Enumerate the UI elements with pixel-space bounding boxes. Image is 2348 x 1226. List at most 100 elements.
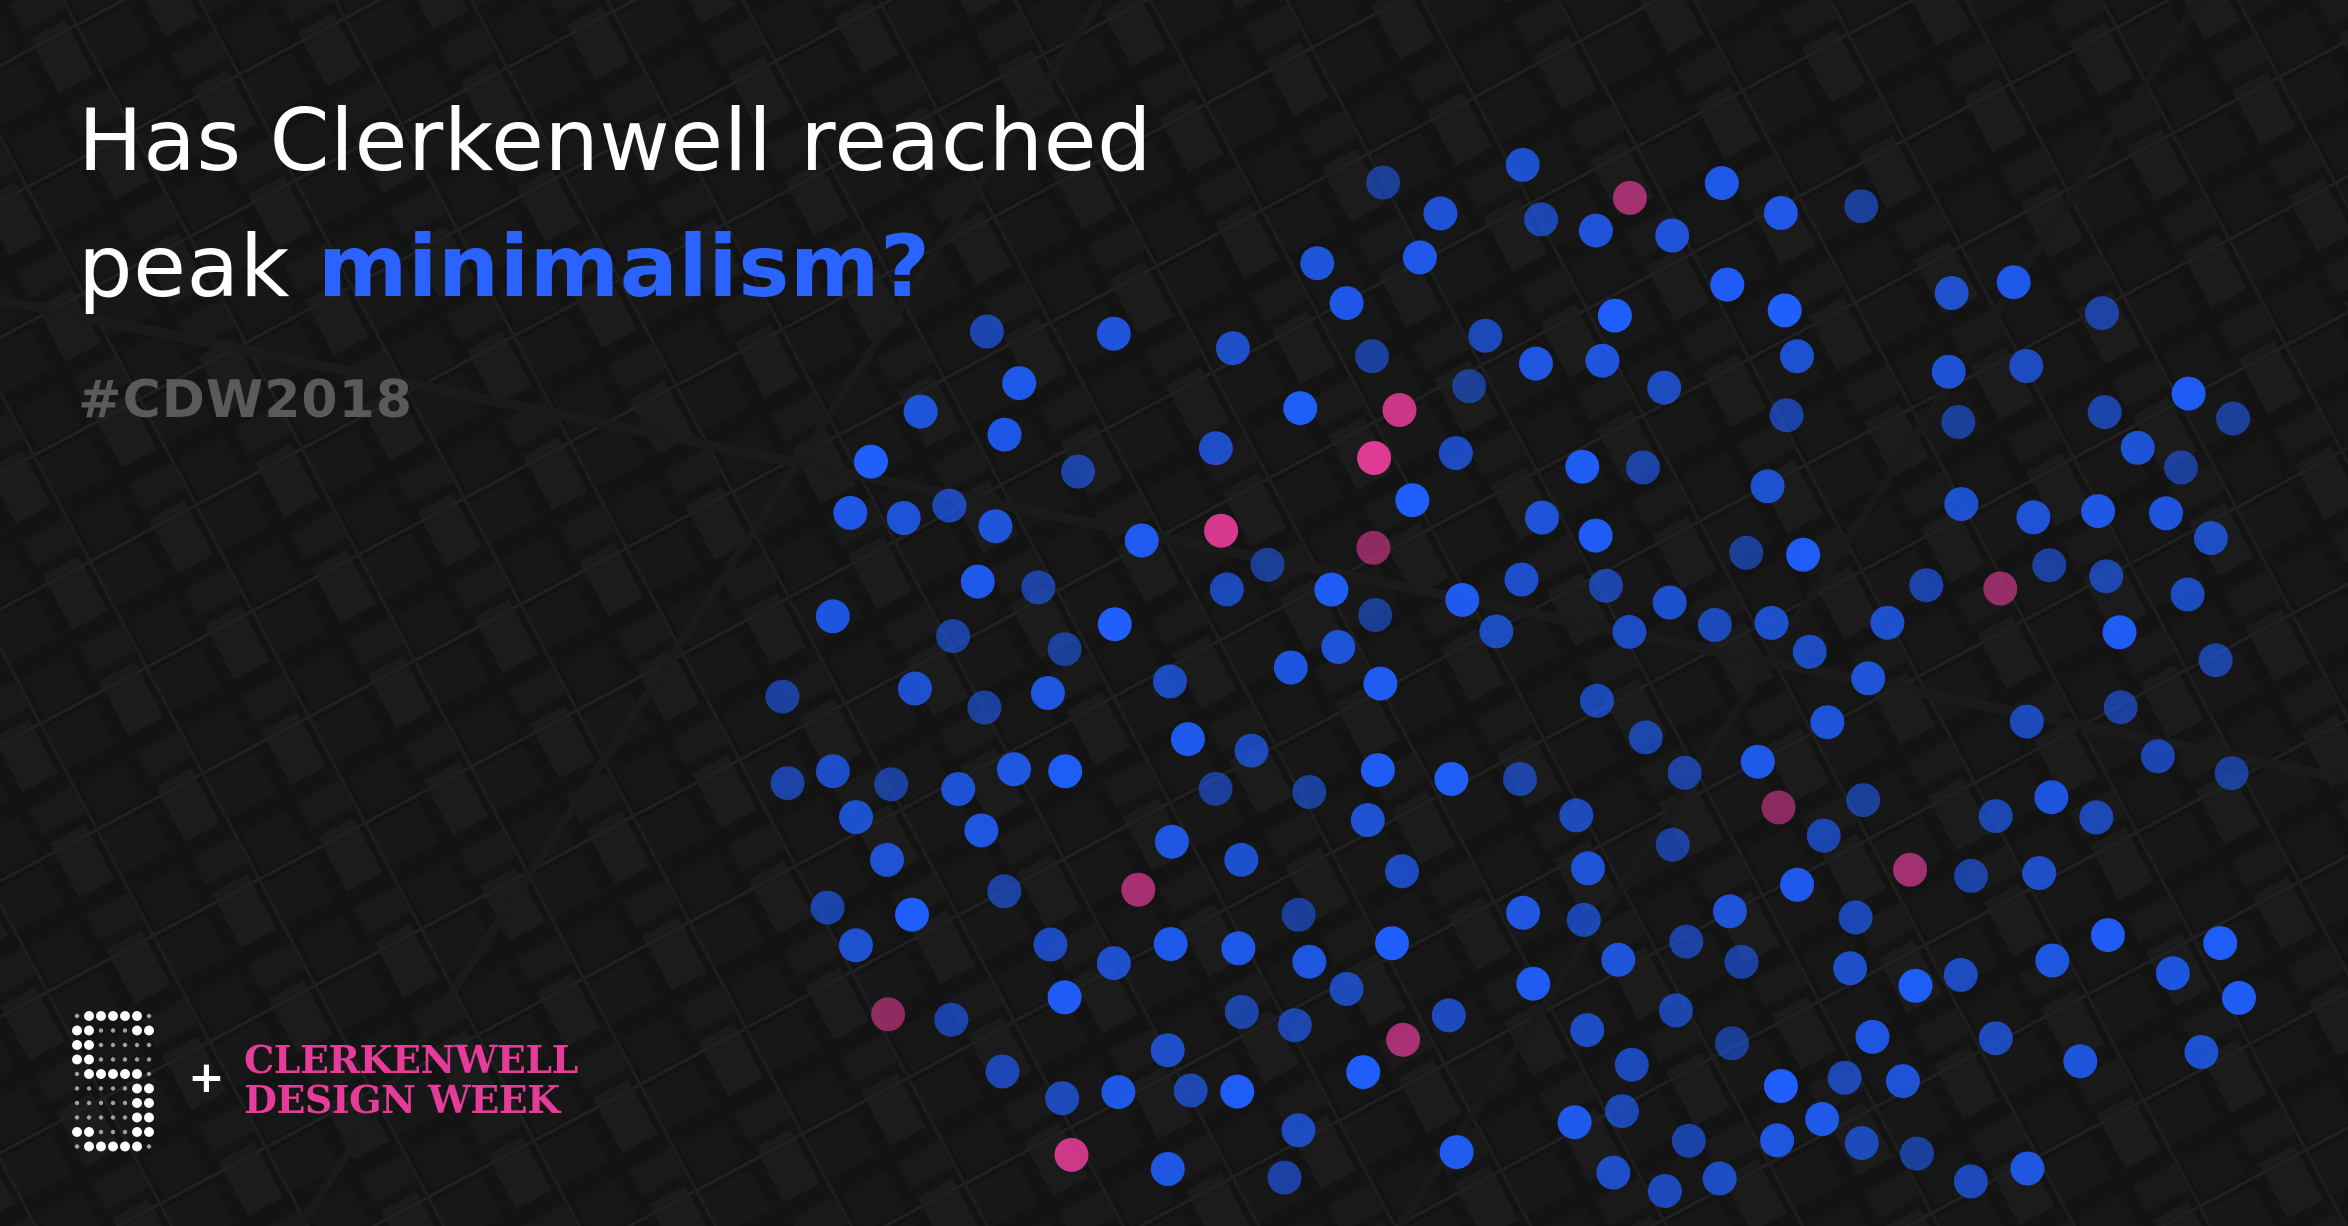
blue-dot (1350, 803, 1385, 838)
blue-dot (1580, 683, 1614, 718)
logo-dot (96, 1069, 106, 1079)
blue-dot (1061, 454, 1095, 489)
blue-dot (936, 619, 971, 654)
blue-dot (1578, 213, 1613, 248)
logo-dot (108, 1011, 118, 1021)
blue-dot (1153, 927, 1188, 961)
blue-dot (1760, 1123, 1795, 1158)
blue-dot (810, 890, 845, 925)
blue-dot (960, 564, 995, 599)
logo-dot (132, 1069, 142, 1079)
blue-dot (941, 772, 976, 806)
blue-dot (2170, 577, 2205, 612)
logo-dot (144, 1098, 154, 1108)
blue-dot (1150, 1033, 1185, 1068)
blue-dot (854, 444, 888, 479)
blue-dot (2090, 918, 2125, 953)
logo-dot (72, 1054, 82, 1065)
blue-dot (1124, 523, 1159, 558)
pink-dot (1204, 513, 1239, 548)
logo-dot (146, 1013, 152, 1019)
blue-dot (1934, 276, 1969, 310)
blue-dot (815, 599, 850, 634)
blue-dot (2079, 800, 2114, 835)
blue-dot (1030, 676, 1065, 710)
blue-dot (1525, 500, 1559, 535)
logo-dot (132, 1011, 142, 1021)
blue-dot (1234, 733, 1269, 768)
blue-dot (1900, 1136, 1934, 1171)
blue-dot (1021, 570, 1056, 605)
pink-dot (1054, 1137, 1089, 1172)
blue-dot (1097, 607, 1132, 642)
logo-dot (72, 1025, 82, 1036)
blue-dot (1423, 196, 1458, 231)
blue-dot (1101, 1075, 1136, 1110)
blue-dot (1588, 568, 1623, 603)
blue-dot (1250, 547, 1285, 582)
blue-dot (2203, 926, 2238, 961)
blue-dot (2120, 430, 2155, 465)
logo-dot (84, 1069, 94, 1079)
blue-dot (838, 928, 873, 963)
logo-dot (144, 1112, 154, 1123)
blue-dot (1360, 753, 1395, 788)
blue-dot (1557, 1105, 1592, 1140)
blue-dot (2022, 856, 2057, 891)
blue-dot (1506, 895, 1541, 930)
blue-dot (1628, 720, 1663, 755)
blue-dot (1652, 585, 1687, 620)
blue-dot (1571, 851, 1605, 886)
logo-dot (96, 1011, 106, 1021)
blue-dot (1855, 1019, 1890, 1054)
blue-dot (1431, 998, 1466, 1033)
logo-dot (122, 1057, 128, 1062)
blue-dot (1792, 634, 1827, 669)
logo-dot (86, 1115, 92, 1120)
blue-dot (1402, 240, 1437, 275)
blue-dot (1626, 450, 1660, 485)
blue-dot (1724, 944, 1759, 979)
logo-dot (74, 1100, 80, 1106)
blue-dot (1366, 165, 1401, 200)
blue-dot (2214, 756, 2249, 791)
blue-dot (1314, 572, 1349, 607)
logo-dot (84, 1025, 94, 1036)
pink-dot (1761, 790, 1796, 825)
logo-dot (122, 1028, 128, 1033)
logo-dot (132, 1098, 142, 1108)
blue-dot (1729, 535, 1764, 570)
logo-dot (122, 1100, 128, 1106)
blue-dot (1281, 1113, 1316, 1148)
blue-dot (1844, 1126, 1879, 1160)
blue-dot (1578, 518, 1613, 553)
blue-dot (1704, 166, 1739, 201)
blue-dot (1614, 1047, 1649, 1082)
blue-dot (1846, 783, 1881, 818)
logo-dot (98, 1129, 104, 1135)
blue-dot (839, 800, 873, 835)
blue-dot (1669, 924, 1704, 959)
blue-dot (1647, 370, 1682, 405)
logo-dot (84, 1054, 94, 1065)
blue-dot (1221, 931, 1256, 966)
blue-dot (1612, 614, 1647, 649)
pink-dot (1386, 1022, 1421, 1057)
logo-dot (110, 1086, 116, 1091)
blue-dot (1173, 1073, 1208, 1108)
logo-dot (132, 1112, 142, 1123)
blue-dot (1655, 827, 1690, 862)
logo-dot (132, 1127, 142, 1137)
blue-dot (1647, 1174, 1682, 1208)
blue-dot (1596, 1155, 1631, 1190)
blue-dot (1358, 598, 1393, 632)
logo-dot (84, 1040, 94, 1050)
blue-dot (932, 488, 967, 523)
blue-dot (1385, 854, 1419, 889)
blue-dot (897, 671, 932, 706)
blue-dot (1763, 196, 1798, 230)
blue-dot (1740, 744, 1775, 779)
blue-dot (1096, 946, 1131, 981)
blue-dot (1215, 331, 1250, 366)
